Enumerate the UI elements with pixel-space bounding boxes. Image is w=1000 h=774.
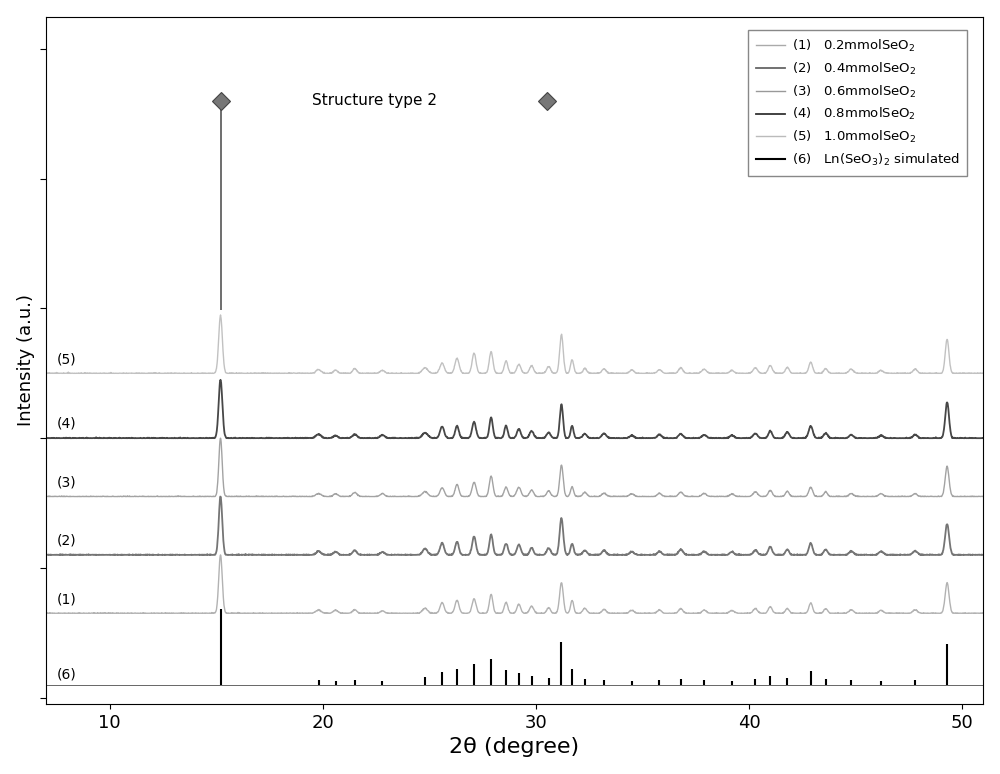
Text: (2): (2) (56, 533, 76, 548)
Text: (6): (6) (56, 668, 76, 682)
Y-axis label: Intensity (a.u.): Intensity (a.u.) (17, 294, 35, 426)
Text: (5): (5) (56, 352, 76, 366)
X-axis label: 2θ (degree): 2θ (degree) (449, 738, 580, 757)
Text: (4): (4) (56, 417, 76, 431)
Text: (3): (3) (56, 475, 76, 489)
Legend: (1)   0.2mmolSeO$_2$, (2)   0.4mmolSeO$_2$, (3)   0.6mmolSeO$_2$, (4)   0.8mmolS: (1) 0.2mmolSeO$_2$, (2) 0.4mmolSeO$_2$, … (748, 30, 967, 176)
Text: Structure type 2: Structure type 2 (312, 94, 437, 108)
Text: (1): (1) (56, 592, 76, 606)
